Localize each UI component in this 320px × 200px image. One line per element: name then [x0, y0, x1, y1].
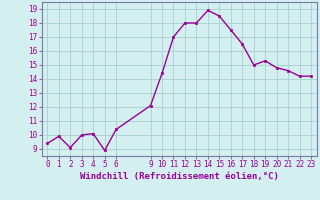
X-axis label: Windchill (Refroidissement éolien,°C): Windchill (Refroidissement éolien,°C)	[80, 172, 279, 181]
